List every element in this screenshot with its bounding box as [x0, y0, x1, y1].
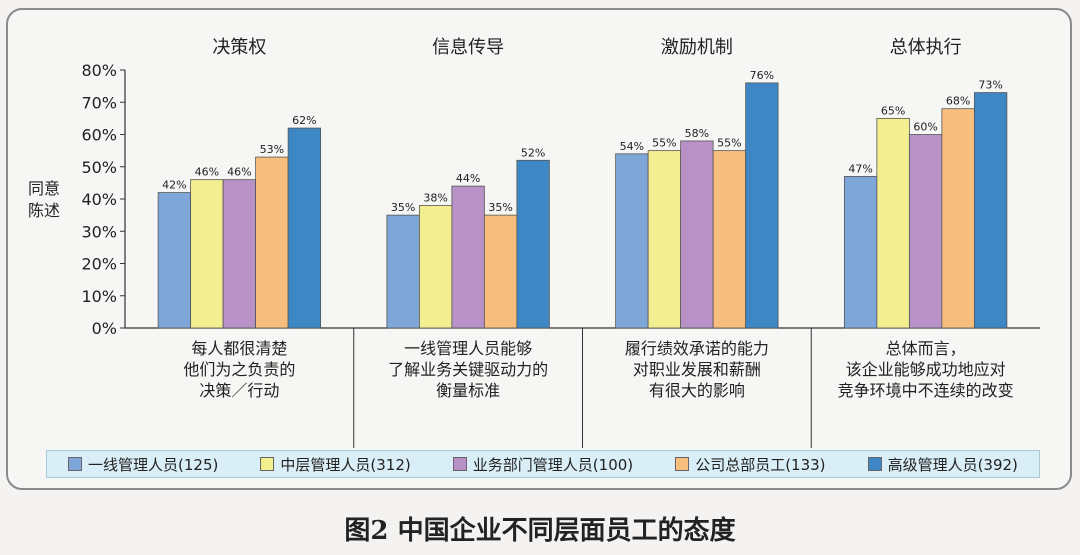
y-tick-label: 40%	[81, 190, 117, 209]
legend-label: 一线管理人员(125)	[88, 455, 219, 474]
legend-item: 业务部门管理人员(100)	[452, 454, 634, 475]
bar	[712, 150, 747, 329]
y-tick-label: 10%	[81, 287, 117, 306]
y-tick-label: 50%	[81, 158, 117, 177]
category-label-line: 竞争环境中不连续的改变	[838, 381, 1014, 400]
bar-chart: 0% 10% 20% 30% 40% 50% 60% 70% 80% 决策权 42% 46% 46% 53…	[81, 37, 1040, 448]
data-label: 55%	[717, 137, 741, 150]
data-label: 52%	[521, 146, 545, 159]
y-axis-label-line: 陈述	[28, 201, 61, 220]
legend-label: 业务部门管理人员(100)	[472, 455, 634, 474]
y-tick-label: 60%	[81, 126, 117, 145]
data-label: 62%	[292, 114, 316, 127]
y-tick-label: 70%	[81, 93, 117, 112]
legend-swatch	[260, 457, 275, 471]
data-label: 76%	[750, 69, 774, 82]
category-label-line: 总体而言，	[886, 339, 966, 358]
legend-swatch	[675, 457, 690, 471]
bar	[386, 214, 420, 329]
legend-item: 高级管理人员(392)	[867, 454, 1018, 475]
bar	[483, 214, 518, 329]
data-label: 35%	[488, 201, 512, 214]
bar	[451, 185, 485, 329]
legend-swatch	[452, 457, 467, 471]
data-label: 38%	[423, 191, 447, 204]
category-label-line: 决策／行动	[199, 381, 279, 400]
category-label-line: 履行绩效承诺的能力	[625, 339, 769, 358]
group-title: 决策权	[212, 37, 266, 58]
data-label: 46%	[227, 166, 251, 179]
category-label-line: 了解业务关键驱动力的	[388, 360, 548, 379]
bar	[418, 205, 453, 329]
y-tick-label: 0%	[92, 319, 117, 338]
legend-item: 中层管理人员(312)	[260, 454, 411, 475]
legend-swatch	[867, 457, 882, 471]
category-label-line: 一线管理人员能够	[404, 339, 532, 358]
bar	[680, 140, 714, 329]
group-title: 激励机制	[661, 37, 733, 58]
legend-item: 一线管理人员(125)	[68, 454, 218, 475]
data-label: 58%	[685, 127, 709, 140]
bar	[973, 92, 1008, 329]
bar	[287, 127, 322, 329]
data-label: 44%	[456, 172, 480, 185]
data-label: 65%	[881, 104, 905, 117]
data-label: 46%	[195, 166, 219, 179]
legend-label: 高级管理人员(392)	[887, 455, 1018, 474]
bar	[647, 150, 682, 329]
y-axis-label: 同意 陈述	[28, 178, 68, 222]
data-label: 42%	[162, 179, 186, 192]
category-label-line: 对职业发展和薪酬	[633, 360, 761, 379]
data-label: 53%	[260, 143, 284, 156]
y-tick-label: 20%	[81, 255, 117, 274]
group-title: 总体执行	[890, 37, 962, 58]
legend-label: 中层管理人员(312)	[280, 455, 411, 474]
bar	[615, 153, 649, 329]
bar	[908, 134, 943, 329]
y-tick-label: 80%	[81, 61, 117, 80]
legend-swatch	[68, 457, 83, 471]
group-title: 信息传导	[432, 37, 504, 58]
data-label: 55%	[652, 137, 676, 150]
category-label-line: 衡量标准	[436, 381, 500, 400]
bar	[876, 117, 910, 329]
data-label: 73%	[978, 79, 1002, 92]
data-label: 47%	[848, 162, 872, 175]
bar	[941, 108, 975, 329]
bar	[222, 179, 257, 329]
legend-label: 公司总部员工(133)	[695, 455, 826, 474]
bar	[190, 179, 224, 329]
y-axis-label-line: 同意	[28, 179, 61, 198]
category-label-line: 每人都很清楚	[191, 339, 287, 358]
category-label-line: 该企业能够成功地应对	[846, 360, 1006, 379]
legend: 一线管理人员(125) 中层管理人员(312) 业务部门管理人员(100) 公司…	[46, 450, 1040, 478]
y-tick-label: 30%	[81, 222, 117, 241]
bar	[157, 192, 192, 329]
bar	[516, 159, 550, 329]
figure-caption: 图2 中国企业不同层面员工的态度	[344, 516, 736, 546]
data-label: 60%	[913, 121, 937, 134]
data-label: 68%	[946, 95, 970, 108]
category-label-line: 有很大的影响	[649, 381, 745, 400]
legend-item: 公司总部员工(133)	[675, 454, 826, 475]
category-label-line: 他们为之负责的	[183, 360, 295, 379]
bar	[843, 176, 878, 329]
data-label: 54%	[620, 140, 644, 153]
data-label: 35%	[391, 201, 415, 214]
bar	[745, 82, 779, 329]
bar	[255, 156, 289, 329]
